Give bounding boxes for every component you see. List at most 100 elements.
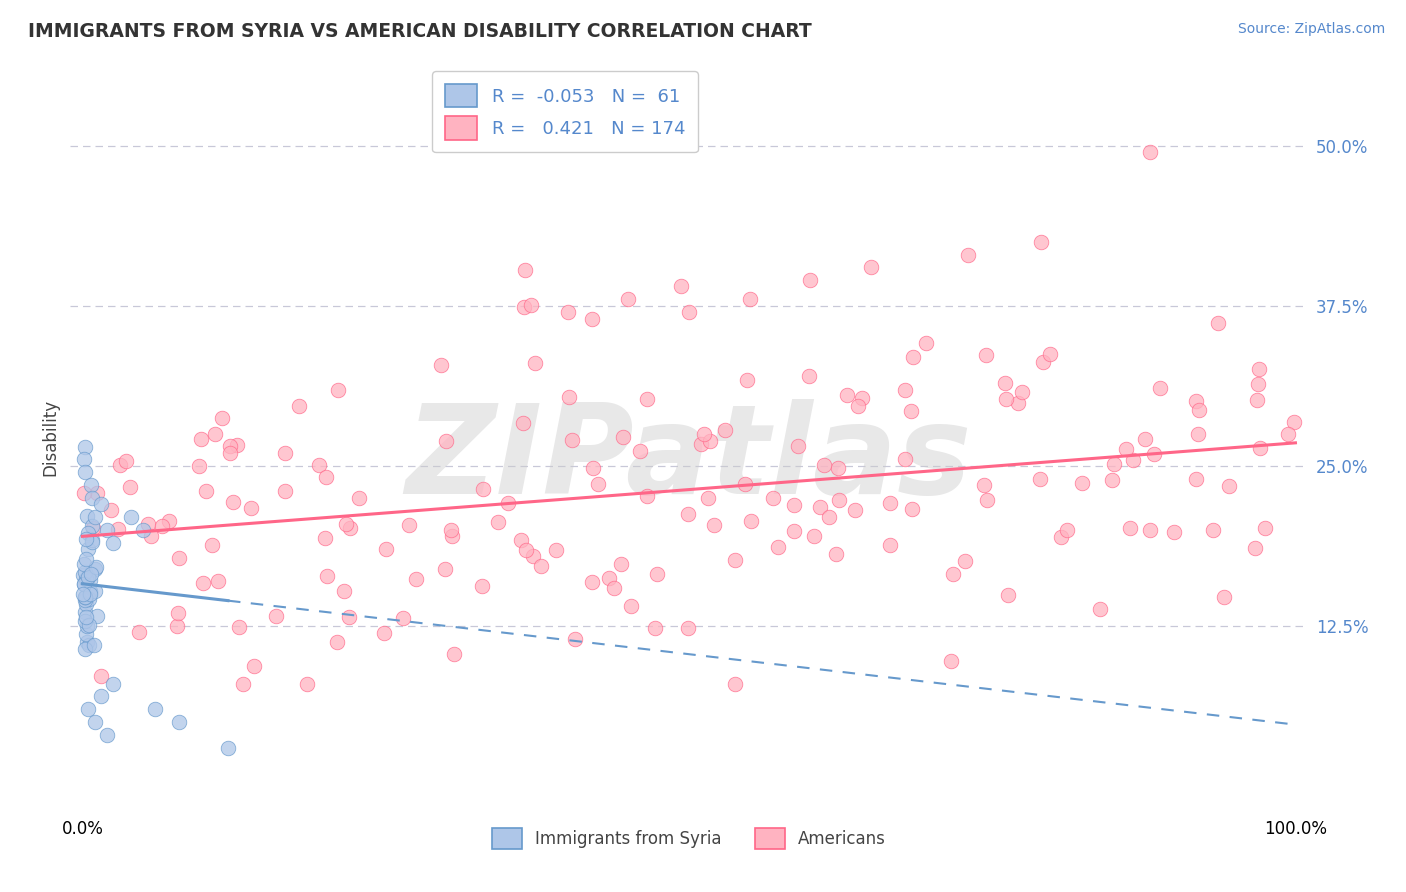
Point (120, 480, 142, 494)
Point (264, 608, 287, 623)
Point (714, 423, 737, 437)
Point (1133, 432, 1156, 446)
Point (901, 502, 924, 516)
Point (75, 626, 97, 640)
Point (77, 638, 100, 652)
Point (1246, 393, 1268, 408)
Point (73, 565, 96, 579)
Point (617, 293, 640, 307)
Point (724, 676, 747, 690)
Point (101, 535, 124, 549)
Point (693, 426, 716, 441)
Point (512, 416, 534, 430)
Text: IMMIGRANTS FROM SYRIA VS AMERICAN DISABILITY CORRELATION CHART: IMMIGRANTS FROM SYRIA VS AMERICAN DISABI… (28, 22, 811, 41)
Point (557, 305, 579, 319)
Point (1247, 377, 1270, 392)
Point (818, 510, 841, 524)
Point (1070, 476, 1092, 491)
Point (440, 523, 463, 537)
Point (76, 635, 98, 649)
Point (879, 496, 901, 510)
Point (471, 482, 494, 496)
Point (76, 619, 98, 633)
Point (398, 517, 420, 532)
Point (588, 476, 610, 491)
Point (288, 399, 311, 413)
Point (581, 312, 603, 326)
Point (1206, 316, 1229, 330)
Point (84, 583, 107, 598)
Point (167, 551, 190, 566)
Point (84, 562, 107, 576)
Point (619, 599, 641, 613)
Point (787, 439, 810, 453)
Point (222, 495, 245, 509)
Point (128, 624, 150, 639)
Point (73, 577, 96, 591)
Point (636, 392, 658, 406)
Point (218, 439, 240, 453)
Point (169, 714, 191, 729)
Point (107, 522, 129, 536)
Point (152, 519, 174, 533)
Point (82, 521, 104, 535)
Point (734, 477, 756, 491)
Point (941, 654, 963, 668)
Point (1032, 354, 1054, 368)
Point (676, 507, 699, 521)
Point (77, 542, 100, 557)
Point (243, 659, 266, 673)
Point (194, 484, 217, 499)
Point (77, 702, 100, 716)
Point (636, 489, 658, 503)
Point (190, 432, 212, 446)
Point (835, 388, 858, 402)
Point (337, 610, 360, 624)
Point (564, 632, 586, 647)
Point (515, 542, 537, 557)
Point (523, 356, 546, 370)
Point (520, 298, 543, 312)
Point (1029, 472, 1052, 486)
Point (73, 557, 96, 571)
Point (79, 583, 101, 598)
Point (80, 491, 103, 505)
Point (434, 434, 457, 448)
Point (1277, 427, 1299, 442)
Point (84, 559, 107, 574)
Text: Source: ZipAtlas.com: Source: ZipAtlas.com (1237, 22, 1385, 37)
Point (211, 411, 233, 425)
Point (315, 569, 337, 583)
Point (859, 260, 882, 275)
Point (73, 577, 96, 591)
Point (75, 591, 97, 605)
Point (1149, 381, 1171, 395)
Point (1247, 362, 1270, 376)
Point (240, 501, 263, 516)
Legend: Immigrants from Syria, Americans: Immigrants from Syria, Americans (485, 822, 893, 855)
Point (610, 557, 633, 571)
Point (844, 503, 866, 517)
Point (429, 358, 451, 372)
Point (207, 574, 229, 588)
Point (544, 542, 567, 557)
Point (1253, 521, 1275, 535)
Point (349, 491, 371, 505)
Point (498, 496, 520, 510)
Point (976, 492, 998, 507)
Point (204, 427, 226, 442)
Text: ZIPatlas: ZIPatlas (406, 399, 972, 520)
Point (82, 534, 104, 549)
Point (1139, 523, 1161, 537)
Point (582, 460, 605, 475)
Point (827, 460, 849, 475)
Point (1101, 473, 1123, 487)
Point (813, 458, 835, 472)
Point (994, 392, 1017, 406)
Point (308, 458, 330, 473)
Point (86, 609, 108, 624)
Point (82, 533, 104, 547)
Point (894, 384, 917, 398)
Point (513, 301, 536, 315)
Point (471, 579, 494, 593)
